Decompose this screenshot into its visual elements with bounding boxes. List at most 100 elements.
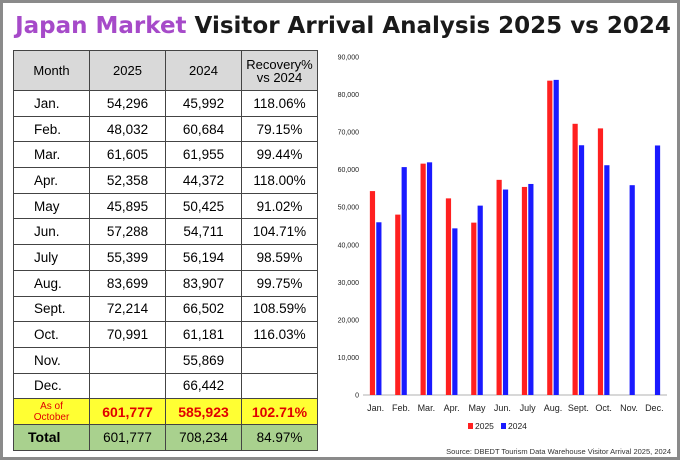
table-row: Oct. 70,991 61,181 116.03% [13, 321, 318, 348]
value-2025-cell: 45,895 [89, 192, 166, 220]
legend-label-2024: 2024 [508, 421, 527, 431]
value-2025-cell: 70,991 [89, 321, 166, 348]
x-tick-label: Dec. [645, 403, 664, 413]
value-2024-cell: 66,502 [165, 295, 242, 323]
recovery-cell: 99.75% [241, 269, 318, 297]
title-rest: Visitor Arrival Analysis 2025 vs 2024 [186, 13, 671, 39]
bar-2025 [572, 123, 578, 395]
bar-2024 [654, 145, 661, 395]
month-cell: Apr. [13, 167, 90, 194]
y-tick-label: 10,000 [338, 355, 360, 362]
month-cell: Mar. [13, 141, 90, 169]
as-of-label: As of October [13, 398, 90, 425]
total-row: Total 601,777 708,234 84.97% [13, 423, 318, 451]
bar-2024 [502, 189, 509, 395]
x-tick-label: Feb. [392, 403, 410, 413]
header-recovery: Recovery% vs 2024 [241, 50, 318, 91]
value-2024-cell: 45,992 [165, 90, 242, 117]
as-of-2024: 585,923 [165, 398, 242, 425]
month-cell: Feb. [13, 115, 90, 143]
y-tick-label: 40,000 [338, 242, 360, 249]
legend-swatch-2025 [468, 423, 473, 429]
bar-2024 [376, 222, 382, 395]
x-tick-label: Jun. [494, 403, 511, 413]
table-row: Feb. 48,032 60,684 79.15% [13, 115, 318, 143]
value-2025-cell: 61,605 [89, 141, 166, 169]
recovery-cell: 99.44% [241, 141, 318, 169]
value-2024-cell: 55,869 [165, 346, 242, 374]
value-2024-cell: 56,194 [165, 244, 242, 271]
value-2025-cell: 54,296 [89, 90, 166, 117]
bar-2025 [547, 80, 553, 395]
value-2025-cell: 72,214 [89, 295, 166, 323]
x-tick-label: Nov. [620, 403, 638, 413]
bar-2024 [528, 183, 534, 395]
x-tick-label: Oct. [595, 403, 612, 413]
as-of-row: As of October 601,777 585,923 102.71% [13, 398, 318, 425]
total-label: Total [13, 423, 90, 451]
value-2024-cell: 61,955 [165, 141, 242, 169]
y-tick-label: 80,000 [338, 92, 360, 99]
header-2025: 2025 [89, 50, 166, 91]
table-row: July 55,399 56,194 98.59% [13, 244, 318, 271]
recovery-cell [241, 372, 318, 400]
as-of-label-line1: As of [40, 400, 63, 412]
table-row: Sept. 72,214 66,502 108.59% [13, 295, 318, 323]
total-recovery: 84.97% [241, 423, 318, 451]
month-cell: Aug. [13, 269, 90, 297]
table-row: May 45,895 50,425 91.02% [13, 192, 318, 220]
bar-2025 [445, 198, 452, 395]
month-cell: Oct. [13, 321, 90, 348]
value-2025-cell: 55,399 [89, 244, 166, 271]
total-2024: 708,234 [165, 423, 242, 451]
month-cell: May [13, 192, 90, 220]
y-tick-label: 90,000 [338, 55, 360, 62]
recovery-cell: 108.59% [241, 295, 318, 323]
recovery-cell: 98.59% [241, 244, 318, 271]
as-of-label-line2: October [33, 411, 70, 423]
value-2024-cell: 61,181 [165, 321, 242, 348]
bar-2024 [553, 79, 559, 395]
bar-2024 [401, 167, 407, 395]
bar-2025 [597, 128, 604, 396]
bar-chart: 0 10,000 20,000 30,000 40,000 50,000 60,000 70,… [331, 47, 677, 461]
recovery-cell: 79.15% [241, 115, 318, 143]
chart-svg: 0 10,000 20,000 30,000 40,000 50,000 60,000 70,… [338, 55, 671, 457]
bar-2025 [420, 163, 426, 395]
month-cell: Jan. [13, 90, 90, 117]
month-cell: Nov. [13, 346, 90, 374]
x-tick-label: May [468, 403, 486, 413]
bar-2025 [521, 186, 528, 395]
month-cell: Sept. [13, 295, 90, 323]
total-2025: 601,777 [89, 423, 166, 451]
header-2024: 2024 [165, 50, 242, 91]
recovery-cell [241, 346, 318, 374]
y-tick-label: 60,000 [338, 167, 360, 174]
month-cell: Jun. [13, 218, 90, 246]
bar-2024 [477, 205, 483, 395]
value-2024-cell: 60,684 [165, 115, 242, 143]
bar-2025 [471, 222, 477, 395]
value-2024-cell: 50,425 [165, 192, 242, 220]
x-tick-label: Mar. [418, 403, 436, 413]
month-cell: Dec. [13, 372, 90, 400]
table-row: Aug. 83,699 83,907 99.75% [13, 269, 318, 297]
y-tick-label: 30,000 [338, 280, 360, 287]
value-2024-cell: 44,372 [165, 167, 242, 194]
value-2025-cell: 57,288 [89, 218, 166, 246]
table-header-row: Month 2025 2024 Recovery% vs 2024 [13, 50, 318, 91]
x-tick-label: Apr. [444, 403, 460, 413]
table-row: Apr. 52,358 44,372 118.00% [13, 167, 318, 194]
legend-swatch-2024 [501, 423, 506, 429]
header-recovery-line1: Recovery% [246, 56, 313, 72]
value-2024-cell: 83,907 [165, 269, 242, 297]
value-2024-cell: 66,442 [165, 372, 242, 400]
table-row: Jan. 54,296 45,992 118.06% [13, 90, 318, 117]
table-row: Jun. 57,288 54,711 104.71% [13, 218, 318, 246]
page-title: Japan Market Visitor Arrival Analysis 20… [3, 13, 680, 39]
month-cell: July [13, 244, 90, 271]
recovery-cell: 118.00% [241, 167, 318, 194]
value-2025-cell [89, 346, 166, 374]
bar-2024 [578, 145, 585, 395]
